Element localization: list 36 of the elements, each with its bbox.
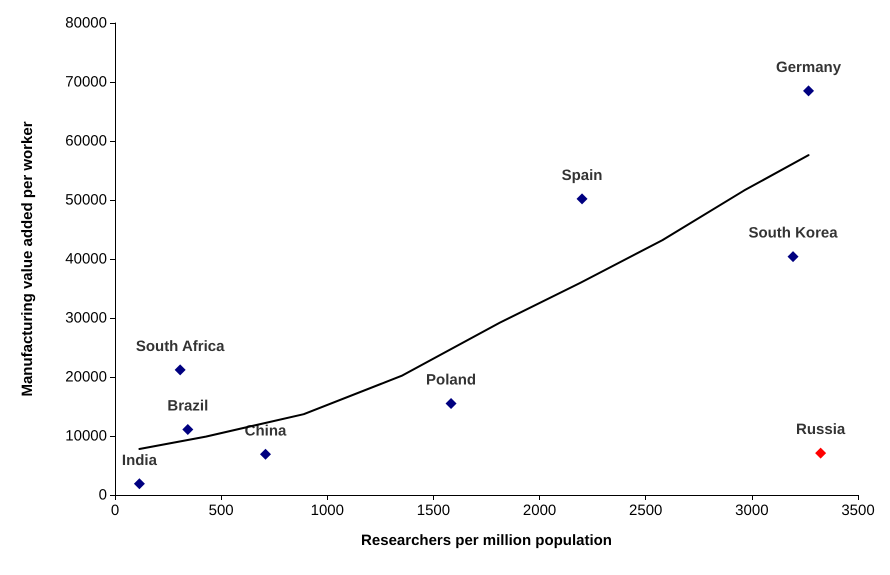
annotation: South Africa [136,338,226,355]
y-tick-label: 0 [98,486,107,504]
y-tick-label: 20000 [65,368,107,386]
x-tick-label: 3000 [735,502,769,519]
y-tick-label: 10000 [65,428,107,444]
x-tick-label: 0 [110,502,120,519]
x-tick-label: 2500 [629,502,662,519]
annotation: South Korea [748,224,838,242]
point [134,478,145,490]
x-tick-label: 500 [208,502,234,519]
y-tick-label: 50000 [65,192,107,208]
x-tick-label: 1500 [416,502,450,519]
y-tick-label: 60000 [65,132,107,150]
y-tick-label: 30000 [65,310,107,326]
point [182,424,194,436]
y-axis-title: Manufacturing value added per worker [19,121,36,397]
annotation: Germany [776,58,842,76]
point [260,448,272,460]
annotation: Poland [426,372,476,389]
point [576,193,588,204]
y-tick-label: 40000 [65,250,107,268]
annotation: India [122,452,158,469]
point [815,448,826,459]
x-tick-label: 1000 [310,502,344,519]
point [174,364,186,376]
annotation: Russia [796,421,846,438]
point [788,251,799,262]
annotation: Brazil [167,398,208,415]
point [446,398,457,410]
x-tick-label: 3500 [841,502,875,519]
point [803,85,814,96]
y-tick-label: 70000 [65,74,107,90]
y-tick-label: 80000 [65,14,107,32]
x-axis-title: Researchers per million population [361,532,612,549]
x-tick-label: 2000 [522,502,556,519]
annotation: Spain [562,166,602,184]
